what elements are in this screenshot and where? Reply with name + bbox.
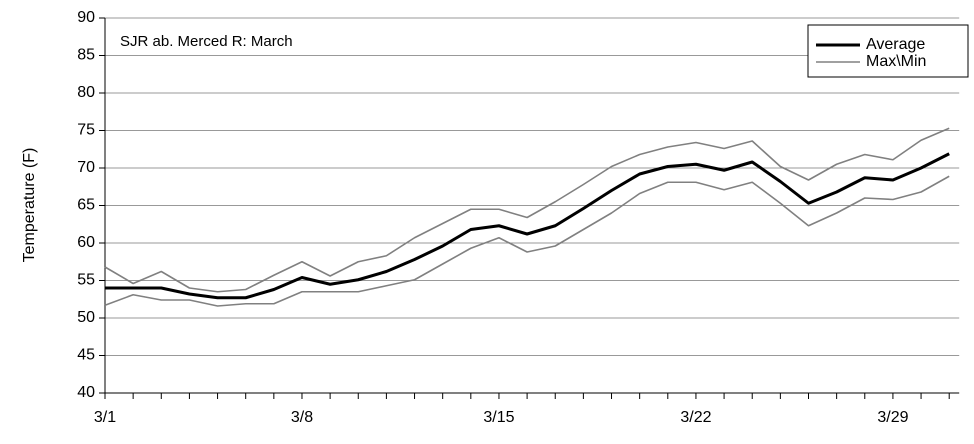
y-tick-label: 80 [77,84,95,101]
series-line [104,127,950,293]
series-line [105,152,950,300]
legend-label: Max\Min [866,53,926,70]
x-tick-label: 3/15 [483,409,514,426]
legend-box [807,24,969,78]
y-tick-label: 85 [77,47,95,64]
y-tick-label: 45 [77,347,95,364]
y-axis-label: Temperature (F) [21,148,38,263]
y-tick-label: 65 [77,197,95,214]
y-tick-label: 75 [77,122,95,139]
annotation: SJR ab. Merced R: March [120,33,293,50]
x-tick-label: 3/22 [680,409,711,426]
x-tick-label: 3/1 [94,409,116,426]
y-tick-label: 60 [77,234,95,251]
legend-label: Average [866,36,925,53]
series-line [104,175,950,307]
x-tick-label: 3/8 [291,409,313,426]
y-tick-label: 50 [77,309,95,326]
y-tick-label: 40 [77,384,95,401]
x-tick-label: 3/29 [877,409,908,426]
y-tick-label: 70 [77,159,95,176]
y-tick-label: 55 [77,272,95,289]
y-tick-label: 90 [77,9,95,26]
